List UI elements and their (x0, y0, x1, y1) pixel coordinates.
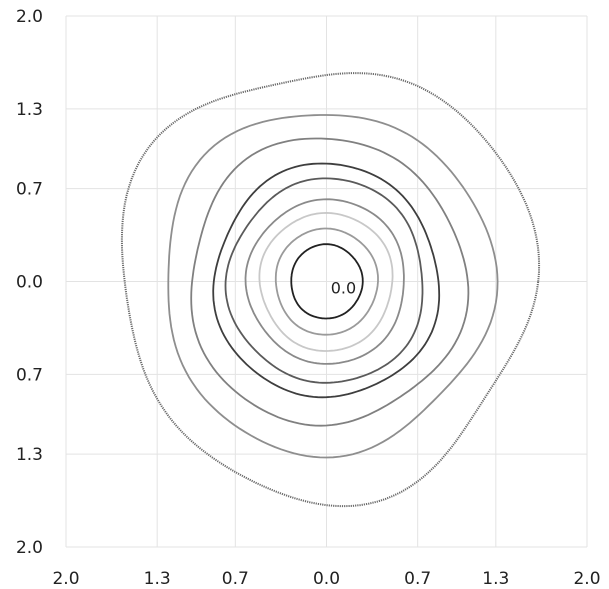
contour-value-label: 0.0 (331, 278, 356, 297)
y-tick-label: 2.0 (16, 7, 43, 27)
contour-line-6 (244, 198, 405, 365)
y-tick-label: 0.7 (16, 180, 43, 200)
contour-lines (120, 72, 541, 508)
contour-line-8 (274, 227, 379, 336)
x-tick-label: 2.0 (52, 569, 79, 589)
x-axis-tick-labels: 2.0 1.3 0.7 0.0 0.7 1.3 2.0 (52, 569, 600, 589)
contour-line-1 (120, 72, 541, 508)
contour-line-3 (190, 137, 470, 427)
x-tick-label: 0.7 (222, 569, 249, 589)
y-tick-label: 0.0 (16, 273, 43, 293)
x-tick-label: 1.3 (482, 569, 509, 589)
y-tick-label: 1.3 (16, 100, 43, 120)
y-axis-tick-labels: 2.0 1.3 0.7 0.0 0.7 1.3 2.0 (16, 7, 43, 558)
y-tick-label: 2.0 (16, 538, 43, 558)
x-tick-label: 0.0 (313, 569, 340, 589)
contour-line-7 (258, 212, 394, 352)
x-tick-label: 0.7 (404, 569, 431, 589)
y-tick-label: 1.3 (16, 445, 43, 465)
y-tick-label: 0.7 (16, 365, 43, 385)
contour-line-9 (290, 243, 364, 320)
x-tick-label: 2.0 (573, 569, 600, 589)
contour-line-2 (167, 114, 499, 459)
grid (65, 15, 588, 548)
data-labels: 0.0 (331, 278, 356, 297)
x-tick-label: 1.3 (144, 569, 171, 589)
contour-line-4 (212, 162, 441, 399)
contour-line-5 (224, 177, 424, 384)
